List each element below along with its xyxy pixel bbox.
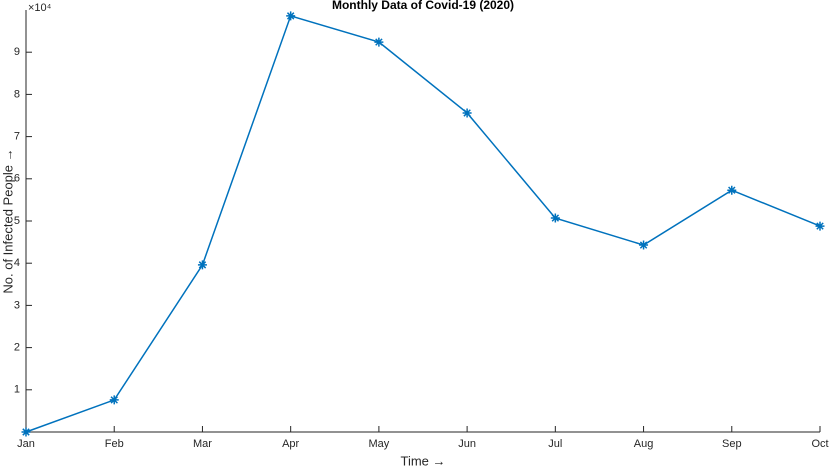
x-tick-label: Oct [811, 438, 828, 450]
x-tick-label: Apr [282, 438, 299, 450]
x-tick-label: Jun [458, 438, 476, 450]
y-tick-label: 4 [14, 257, 20, 269]
marker [639, 240, 649, 250]
y-tick-label: 9 [14, 46, 20, 58]
y-tick-label: 7 [14, 131, 20, 143]
y-tick-label: 6 [14, 173, 20, 185]
marker [21, 427, 31, 437]
y-axis-label: No. of Infected People → [0, 148, 15, 293]
x-tick-label: Aug [634, 438, 654, 450]
chart-title: Monthly Data of Covid-19 (2020) [332, 0, 514, 12]
marker [462, 108, 472, 118]
marker [550, 213, 560, 223]
x-tick-label: Mar [193, 438, 212, 450]
y-tick-label: 3 [14, 299, 20, 311]
marker [374, 37, 384, 47]
marker [197, 260, 207, 270]
x-tick-label: Feb [105, 438, 124, 450]
x-axis-label: Time → [400, 453, 445, 468]
marker [727, 185, 737, 195]
x-tick-label: Jan [17, 438, 35, 450]
x-tick-label: Sep [722, 438, 742, 450]
y-multiplier: ×10⁴ [28, 2, 52, 14]
marker [286, 11, 296, 21]
marker [109, 395, 119, 405]
y-tick-label: 2 [14, 342, 20, 354]
y-tick-label: 5 [14, 215, 20, 227]
x-tick-label: Jul [548, 438, 562, 450]
line [25, 14, 821, 433]
x-tick-label: May [368, 438, 389, 450]
y-tick-label: 1 [14, 384, 20, 396]
y-tick-label: 8 [14, 88, 20, 100]
marker [815, 221, 825, 231]
